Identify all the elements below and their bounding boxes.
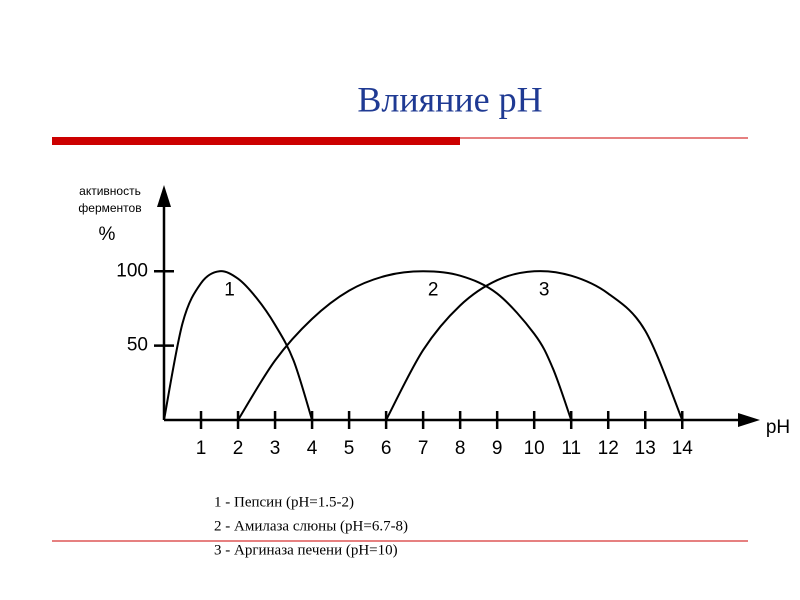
x-tick-label: 3 <box>270 438 281 459</box>
y-axis-label: ферментов <box>78 201 141 215</box>
curve-label: 3 <box>539 279 550 300</box>
x-axis-label: pH <box>766 417 790 438</box>
title-bar <box>52 137 460 145</box>
x-tick-label: 8 <box>455 438 466 459</box>
x-tick-label: 9 <box>492 438 503 459</box>
curve <box>237 270 573 421</box>
curve <box>385 270 684 421</box>
note: 3 - Аргиназа печени (pH=10) <box>214 542 398 558</box>
x-axis-arrow <box>738 413 760 427</box>
x-tick-label: 7 <box>418 438 429 459</box>
x-tick-label: 11 <box>561 438 581 459</box>
x-tick-label: 6 <box>381 438 392 459</box>
x-tick-label: 12 <box>598 438 619 459</box>
y-tick-label: 50 <box>127 335 148 356</box>
x-tick-label: 2 <box>233 438 244 459</box>
y-tick-label: 100 <box>116 260 148 281</box>
x-tick-label: 13 <box>635 438 656 459</box>
x-tick-label: 10 <box>524 438 545 459</box>
note: 1 - Пепсин (pH=1.5-2) <box>214 494 354 510</box>
curve <box>163 270 314 421</box>
y-axis-label: % <box>99 224 116 245</box>
curve-label: 1 <box>224 279 235 300</box>
curve-label: 2 <box>428 279 439 300</box>
note: 2 - Амилаза слюны (pH=6.7-8) <box>214 518 408 534</box>
x-tick-label: 5 <box>344 438 355 459</box>
y-axis-label: активность <box>79 184 141 198</box>
chart-title: Влияние pH <box>357 79 542 119</box>
x-tick-label: 14 <box>672 438 694 459</box>
x-tick-label: 4 <box>307 438 318 459</box>
y-axis-arrow <box>157 185 171 207</box>
x-tick-label: 1 <box>196 438 207 459</box>
